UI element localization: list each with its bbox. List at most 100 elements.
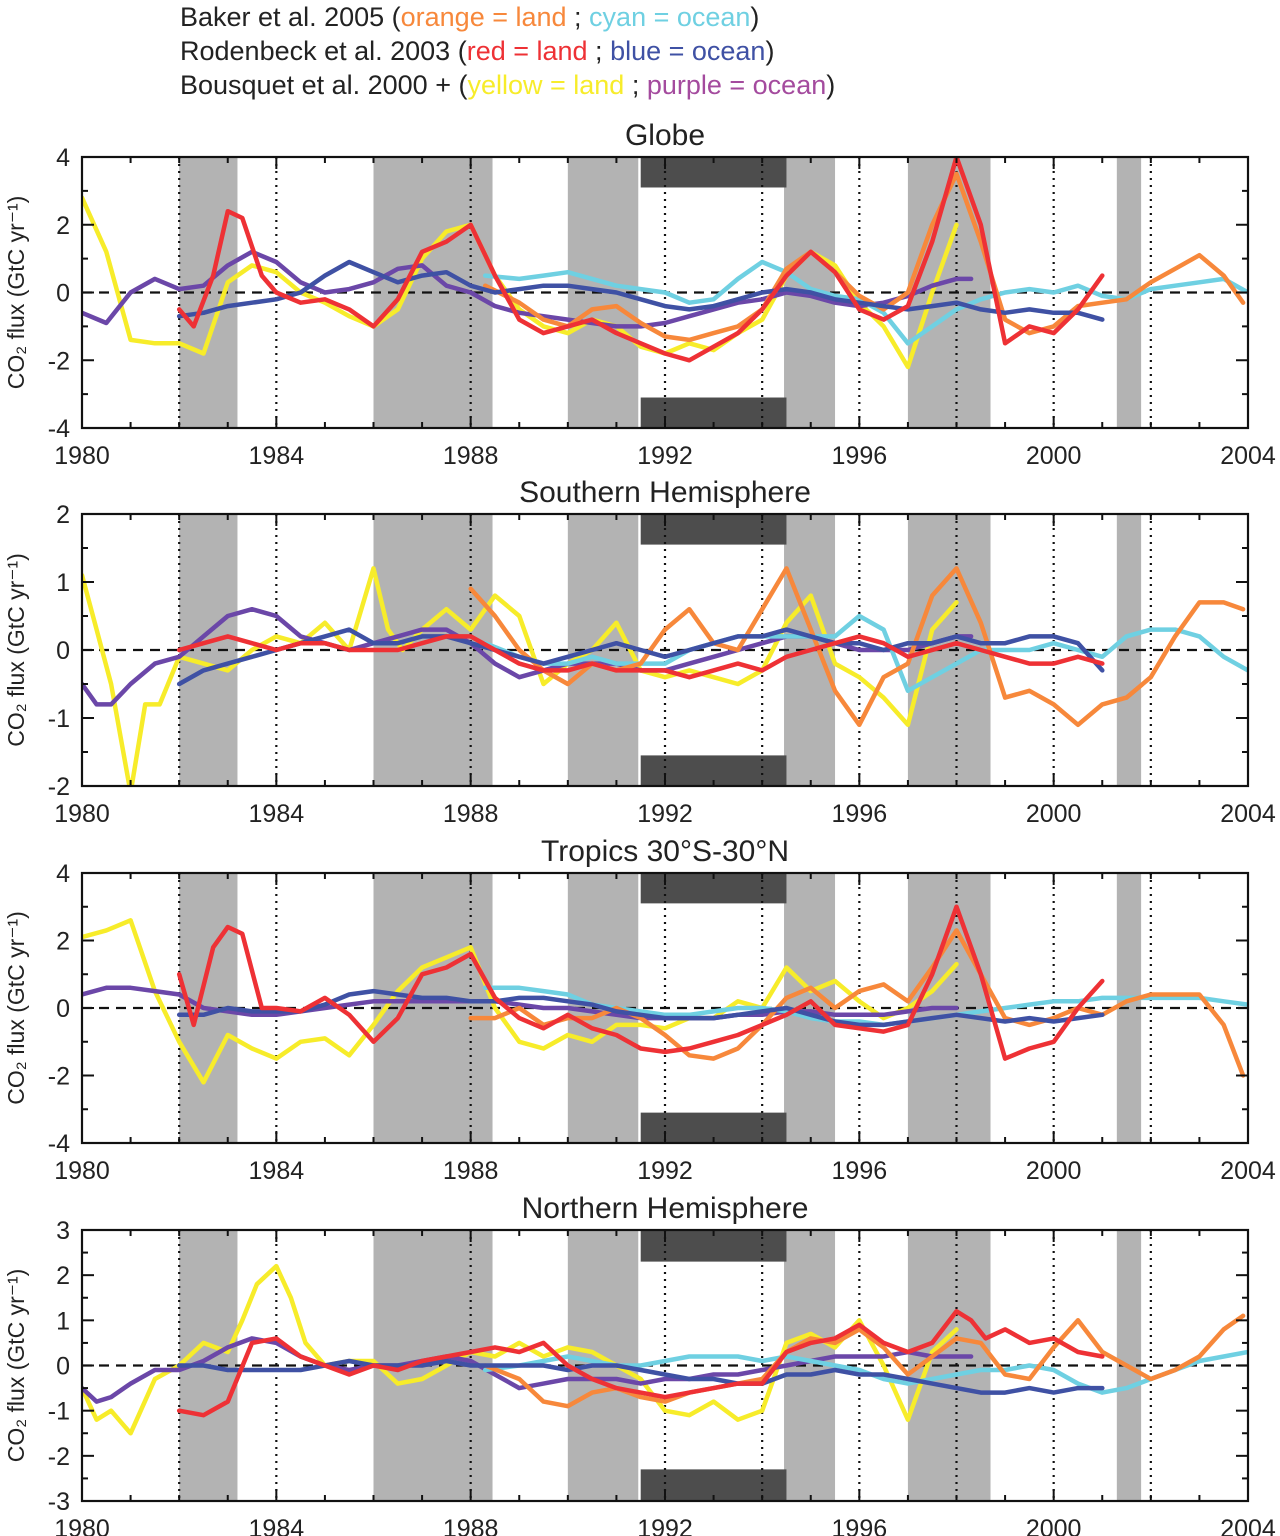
series-line-bous-ocean [82,1336,974,1404]
x-tick-label: 1984 [249,1515,305,1536]
x-tick-label: 1992 [637,1515,693,1536]
x-tick-label: 1992 [637,1157,693,1185]
x-tick-label: 1988 [443,800,499,828]
x-tick-label: 2000 [1026,1515,1082,1536]
series-line-bous-land [82,1263,959,1436]
series-line-rod-land [176,904,1105,1061]
x-tick-label: 1984 [249,800,305,828]
chart-panel: 1980 1984 1988 1992 1996 2000 2004 -3 -2 -1 0 1 2 3 No… [3,1192,1276,1536]
x-tick-label: 2004 [1220,442,1276,470]
x-tick-label: 1992 [637,800,693,828]
legend-row: Rodenbeck et al. 2003 (red = land ; blue… [180,34,835,68]
y-tick-label: -2 [48,1443,70,1471]
legend-ocean-label: cyan = ocean [589,2,751,32]
x-tick-label: 1992 [637,442,693,470]
x-tick-label: 2000 [1026,1157,1082,1185]
y-tick-label: 1 [56,569,70,597]
legend-separator: ; [587,36,611,66]
legend-suffix: ) [826,70,836,100]
y-tick-label: 0 [56,1353,70,1381]
x-tick-label: 1980 [54,1515,110,1536]
series-line-rod-ocean [176,1358,1105,1395]
legend-ocean-label: blue = ocean [610,36,766,66]
x-tick-label: 1980 [54,800,110,828]
x-tick-label: 1996 [832,1515,888,1536]
legend-suffix: ) [765,36,775,66]
y-tick-label: 1 [56,1307,70,1335]
y-axis-label: CO₂ flux (GtC yr⁻¹) [3,196,29,390]
y-tick-label: 0 [56,637,70,665]
series-line-baker-land [468,928,1246,1078]
y-tick-label: 0 [56,995,70,1023]
x-tick-label: 1980 [54,1157,110,1185]
series-group [82,566,1248,786]
series-line-rod-ocean [176,259,1105,322]
chart-panel: 1980 1984 1988 1992 1996 2000 2004 -2 -1 0 1 2 South… [3,476,1276,828]
legend-prefix: Bousquet et al. 2000 + ( [180,70,468,100]
x-tick-label: 1988 [443,442,499,470]
legend-ocean-label: purple = ocean [646,70,827,100]
legend-land-label: orange = land [400,2,567,32]
y-axis-label: CO₂ flux (GtC yr⁻¹) [3,911,29,1105]
x-tick-label: 2000 [1026,800,1082,828]
x-tick-label: 1996 [832,442,888,470]
series-line-rod-ocean [176,627,1105,687]
legend-prefix: Baker et al. 2005 ( [180,2,401,32]
legend-row: Baker et al. 2005 (orange = land ; cyan … [180,0,835,34]
series-line-bous-land [82,918,959,1085]
series-group [82,157,1248,370]
legend: Baker et al. 2005 (orange = land ; cyan … [180,0,835,102]
panel-title: Globe [625,119,705,152]
series-line-bous-ocean [82,985,959,1021]
legend-land-label: yellow = land [467,70,625,100]
y-tick-label: 0 [56,280,70,308]
legend-land-label: red = land [466,36,588,66]
legend-row: Bousquet et al. 2000 + (yellow = land ; … [180,68,835,102]
y-tick-label: 2 [56,1262,70,1290]
y-tick-label: 4 [56,144,70,172]
y-tick-label: 3 [56,1217,70,1245]
series-line-rod-land [176,1309,1105,1418]
x-tick-label: 2004 [1220,800,1276,828]
series-group [82,904,1248,1085]
panel-title: Tropics 30°S-30°N [541,835,789,868]
series-line-rod-land [176,634,1105,680]
y-tick-label: -2 [48,773,70,801]
series-line-baker-ocean [482,613,1248,694]
x-tick-label: 2000 [1026,442,1082,470]
x-tick-label: 2004 [1220,1157,1276,1185]
x-tick-label: 1988 [443,1157,499,1185]
series-group [82,1263,1248,1436]
y-tick-label: -3 [48,1488,70,1516]
series-line-bous-ocean [82,249,974,329]
y-tick-label: 2 [56,928,70,956]
legend-suffix: ) [750,2,760,32]
series-line-rod-land [176,157,1105,363]
chart-panel: 1980 1984 1988 1992 1996 2000 2004 -4 -2 0 2 4 Tropi… [3,835,1276,1185]
x-tick-label: 1996 [832,1157,888,1185]
y-axis-label: CO₂ flux (GtC yr⁻¹) [3,1269,29,1463]
x-tick-label: 2004 [1220,1515,1276,1536]
y-tick-label: -4 [48,1130,70,1158]
y-tick-label: -4 [48,415,70,443]
x-tick-label: 1988 [443,1515,499,1536]
y-axis-label: CO₂ flux (GtC yr⁻¹) [3,553,29,747]
legend-separator: ; [624,70,647,100]
legend-separator: ; [566,2,590,32]
x-tick-label: 1984 [249,442,305,470]
series-line-bous-land [82,566,959,786]
y-tick-label: 2 [56,212,70,240]
legend-prefix: Rodenbeck et al. 2003 ( [180,36,467,66]
panel-title: Southern Hemisphere [519,476,811,509]
y-tick-label: -2 [48,1063,70,1091]
y-tick-label: -2 [48,347,70,375]
x-tick-label: 1980 [54,442,110,470]
chart-panel: 1980 1984 1988 1992 1996 2000 2004 -4 -2 0 2 4 Globe… [3,119,1276,470]
panel-title: Northern Hemisphere [522,1192,809,1225]
y-tick-label: -1 [48,705,70,733]
y-tick-label: 4 [56,860,70,888]
x-tick-label: 1984 [249,1157,305,1185]
y-tick-label: -1 [48,1398,70,1426]
y-tick-label: 2 [56,501,70,529]
